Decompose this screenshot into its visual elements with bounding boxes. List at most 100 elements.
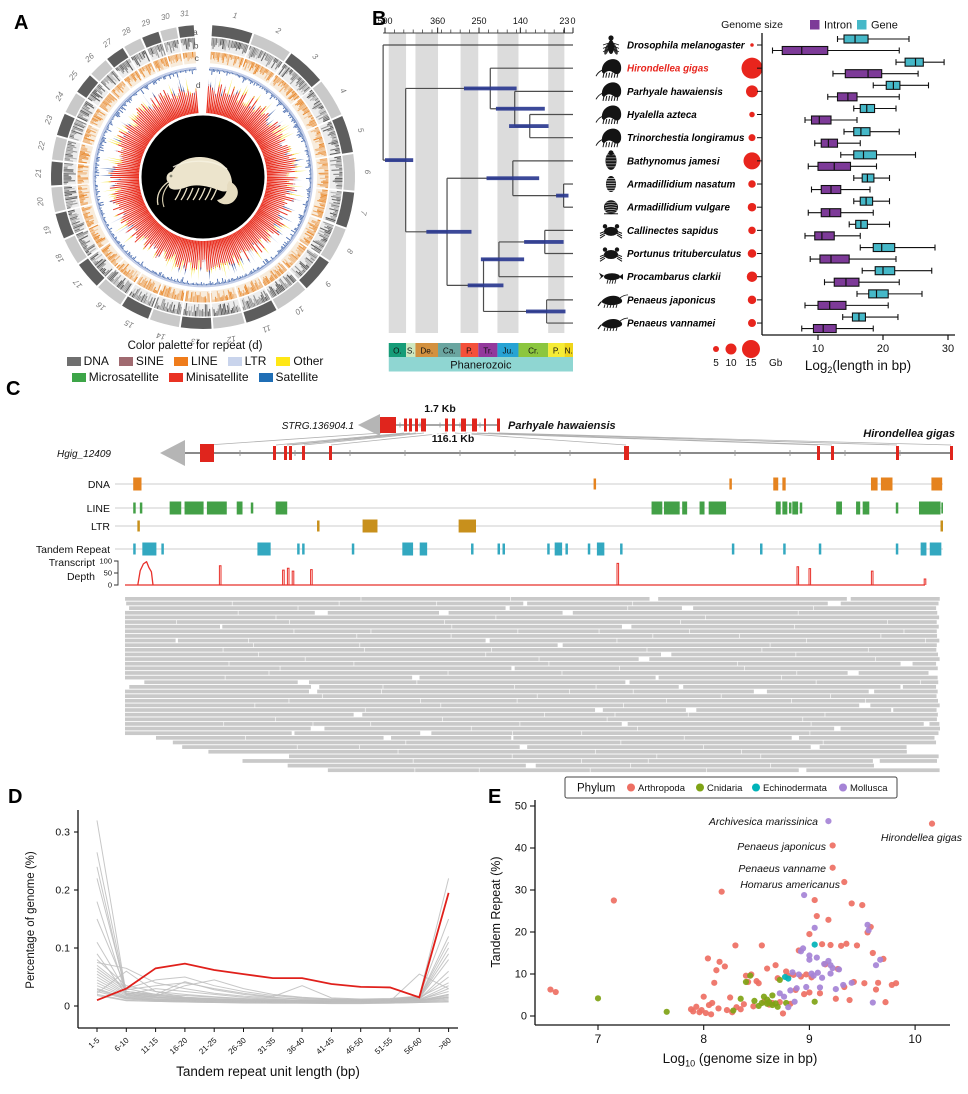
d-x-tick: 11-15 xyxy=(139,1035,160,1055)
scatter-point-arthropoda xyxy=(740,1001,747,1008)
exon xyxy=(421,418,426,432)
scatter-point-arthropoda xyxy=(928,820,936,827)
scatter-point-arthropoda xyxy=(818,941,826,948)
d-x-tick: 26-30 xyxy=(227,1035,249,1056)
period-label: P. xyxy=(553,347,560,356)
scatter-point-echinodermata xyxy=(811,941,818,948)
scatter-point-arthropoda xyxy=(737,1006,744,1013)
scatter-point-mollusca xyxy=(813,954,820,961)
tandem-repeat-scatter: 0 10 20 30 40 50 7 8 9 10 Phylum Arthropoda Cnidaria… xyxy=(489,776,963,1069)
legend-swatch xyxy=(227,356,242,366)
species-icon-fly xyxy=(602,35,620,55)
legend-label: DNA xyxy=(83,354,109,368)
time-axis-tick: 360 xyxy=(430,16,445,26)
chromosome-number: 1 xyxy=(232,11,238,21)
track-label: LTR xyxy=(91,521,110,533)
legend-label: LTR xyxy=(244,354,267,368)
d-y-label: Percentage of genome (%) xyxy=(25,851,37,989)
scatter-point-mollusca xyxy=(776,990,783,997)
scatter-point-mollusca xyxy=(840,981,847,989)
time-axis-tick: 140 xyxy=(513,16,528,26)
e-annotation: Penaeus vanname xyxy=(738,863,826,875)
scatter-point-mollusca xyxy=(877,956,884,963)
e-x-tick: 7 xyxy=(595,1032,602,1046)
panel-c-label: C xyxy=(6,378,21,400)
d-x-tick: >60 xyxy=(437,1035,454,1051)
panel-b-label: B xyxy=(372,8,387,30)
phylogeny-panel: 500 360 250 140 23 0 O. S. De. Ca. P. Tr. Ju. Cr. P. N.… xyxy=(377,16,955,375)
ring-label-c: c xyxy=(195,53,200,63)
e-x-tick: 10 xyxy=(908,1032,922,1046)
depth-label-1: Transcript xyxy=(49,557,95,569)
exon xyxy=(452,418,455,432)
amphipod-photo xyxy=(156,156,238,208)
chromosome-number: 25 xyxy=(67,69,81,83)
species-icon-pillbug xyxy=(606,176,616,193)
period-label: S. xyxy=(407,347,415,356)
scatter-point-arthropoda xyxy=(690,1008,697,1015)
scatter-point-arthropoda xyxy=(861,980,868,987)
scatter-point-arthropoda xyxy=(779,1010,787,1017)
exon xyxy=(472,418,477,432)
genome-size-bubble xyxy=(748,226,756,235)
scatter-point-cnidaria xyxy=(737,995,744,1002)
d-x-tick: 21-25 xyxy=(197,1035,219,1056)
chromosome-number: 2 xyxy=(273,25,282,36)
d-y-tick: 0.3 xyxy=(55,827,70,839)
exon xyxy=(497,418,500,432)
species-name: Penaeus japonicus xyxy=(627,295,716,306)
scatter-point-mollusca xyxy=(825,818,832,825)
period-label: O. xyxy=(393,347,402,356)
scatter-point-mollusca xyxy=(829,965,836,972)
species-icon-isopod xyxy=(605,150,617,170)
gene-legend-label: Gene xyxy=(871,20,898,32)
scatter-point-arthropoda xyxy=(872,986,880,993)
e-y-tick: 40 xyxy=(515,843,527,855)
scatter-point-mollusca xyxy=(793,985,800,992)
depth-tick: 0 xyxy=(108,581,112,590)
chromosome-number: 3 xyxy=(310,52,320,62)
chromosome-number: 21 xyxy=(34,169,43,179)
legend-item-ltr: LTR xyxy=(227,354,267,368)
ring-label-d: d xyxy=(196,80,201,90)
exon xyxy=(329,446,332,460)
genome-size-bubble xyxy=(746,271,758,282)
chromosome-number: 13 xyxy=(190,337,200,346)
scatter-point-arthropoda xyxy=(875,979,882,986)
d-x-tick: 31-35 xyxy=(256,1035,278,1056)
exon xyxy=(284,446,287,460)
scatter-point-mollusca xyxy=(832,986,839,993)
e-legend-label: Mollusca xyxy=(850,783,888,794)
d-x-tick: 46-50 xyxy=(344,1035,366,1056)
exon xyxy=(484,418,486,432)
scatter-point-mollusca xyxy=(799,945,807,952)
legend-label: Microsatellite xyxy=(88,370,159,384)
chromosome-number: 26 xyxy=(83,51,97,65)
d-x-tick: 36-40 xyxy=(285,1035,307,1056)
genome-size-bubble xyxy=(747,249,757,258)
scatter-point-arthropoda xyxy=(723,1007,731,1014)
chromosome-number: 6 xyxy=(363,169,372,174)
genome-size-bubble xyxy=(749,111,755,118)
species-name: Hirondellea gigas xyxy=(627,64,709,75)
d-x-tick: 1-5 xyxy=(87,1035,102,1050)
species-name: Bathynomus jamesi xyxy=(627,156,720,167)
species-icon-amphipod xyxy=(595,59,622,78)
repeat-legend-row-1: DNA SINE LINE LTR Other xyxy=(30,354,360,368)
scatter-point-mollusca xyxy=(780,993,788,1000)
species-name: Armadillidium vulgare xyxy=(626,203,730,214)
species-icon-crab xyxy=(599,224,623,239)
species-bottom: Hirondellea gigas xyxy=(863,428,955,440)
e-x-tick: 8 xyxy=(700,1032,707,1046)
scatter-point-arthropoda xyxy=(853,942,861,949)
genome-size-bubble xyxy=(748,180,756,188)
genome-size-bubble xyxy=(748,134,756,142)
d-y-tick: 0.2 xyxy=(55,885,70,897)
e-y-tick: 10 xyxy=(515,969,527,981)
chromosome-number: 29 xyxy=(139,17,152,29)
scatter-point-echinodermata xyxy=(785,975,792,982)
chromosome-number: 16 xyxy=(94,300,107,313)
legend-label: SINE xyxy=(135,354,164,368)
scatter-point-arthropoda xyxy=(758,942,765,949)
